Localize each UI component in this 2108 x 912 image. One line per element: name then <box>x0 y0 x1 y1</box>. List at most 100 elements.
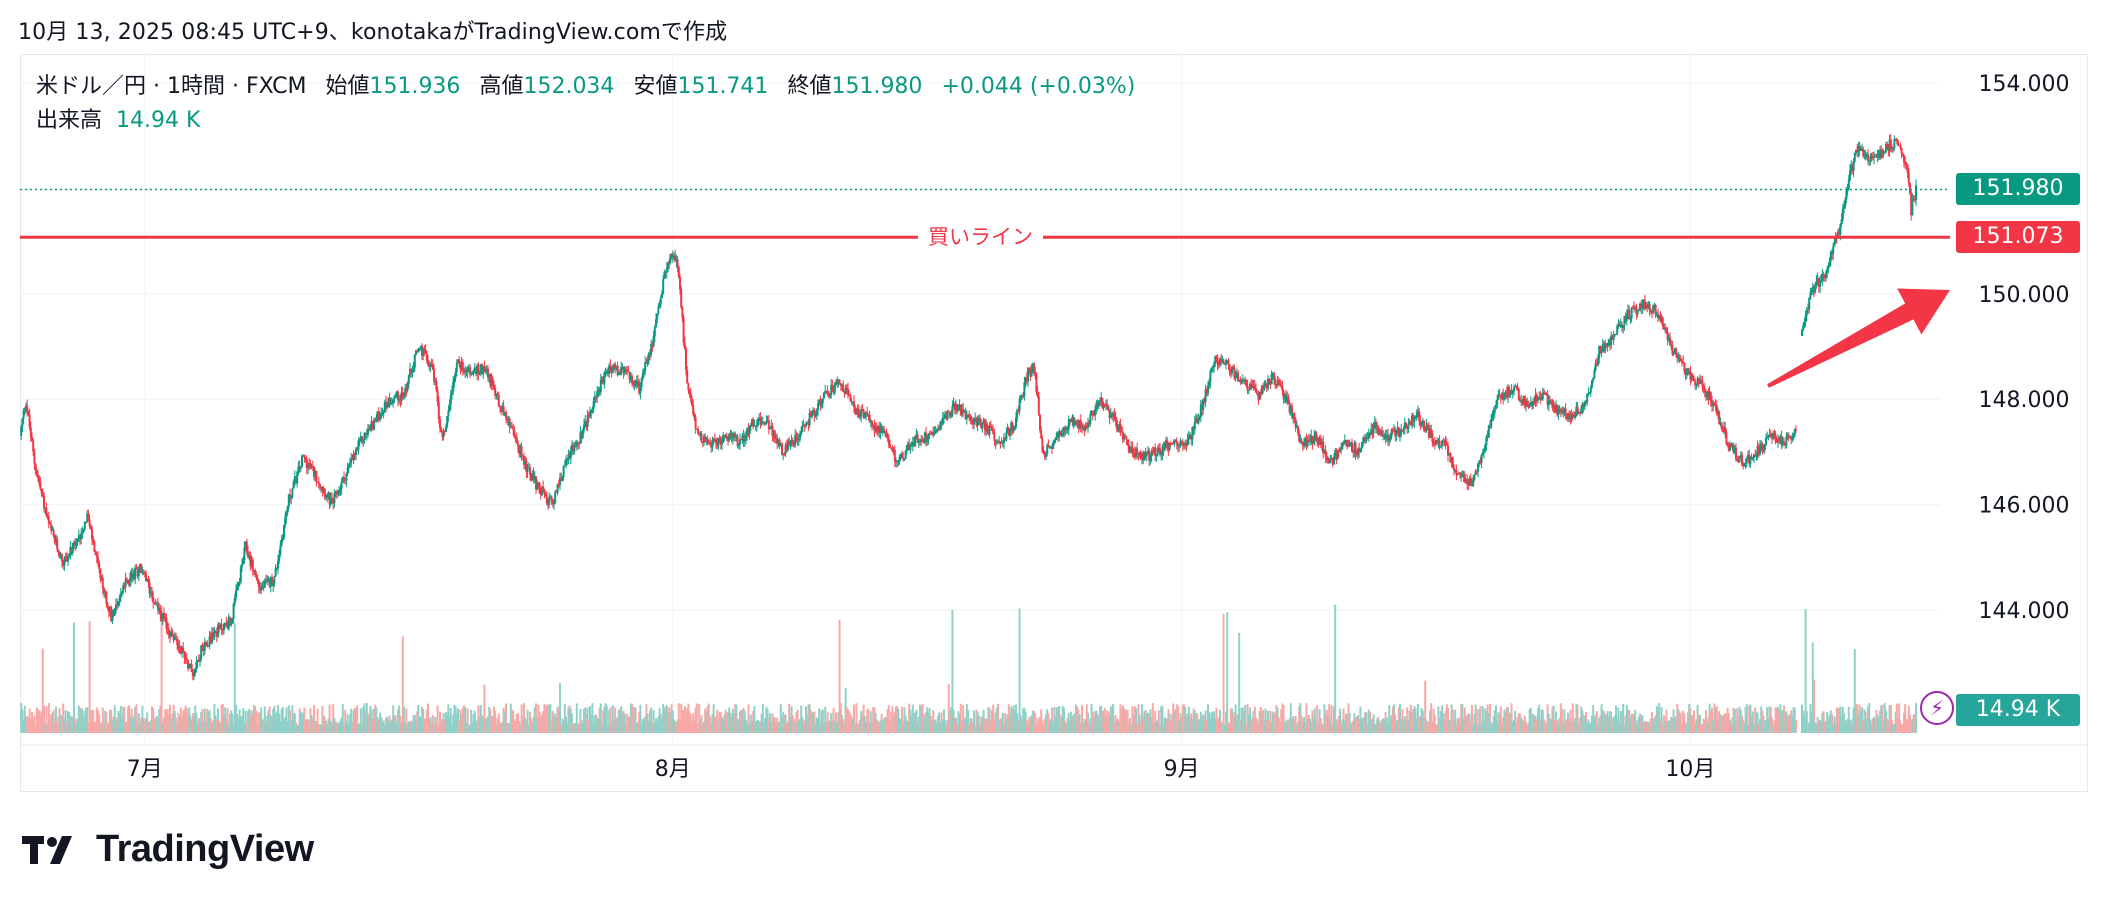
candle <box>595 396 597 398</box>
volume-bar <box>63 718 66 733</box>
candle <box>949 412 951 417</box>
candle <box>347 465 350 469</box>
volume-bar <box>850 716 853 733</box>
candle <box>123 585 126 587</box>
candle <box>1539 396 1542 401</box>
volume-bar <box>734 704 737 733</box>
volume-bar <box>1214 717 1217 733</box>
volume-bar <box>1078 714 1081 733</box>
volume-bar <box>1739 710 1742 733</box>
volume-bar <box>1832 724 1835 733</box>
candle <box>932 431 935 435</box>
volume-bar <box>1183 704 1185 733</box>
candle <box>608 365 611 374</box>
volume-bar <box>214 715 217 733</box>
symbol-label[interactable]: 米ドル／円 · 1時間 · FXCM <box>36 74 307 99</box>
lightning-icon[interactable]: ⚡ <box>1920 691 1954 725</box>
candle <box>988 426 991 435</box>
volume-bar <box>1444 711 1447 733</box>
volume-bar <box>851 718 854 733</box>
candle <box>865 412 867 415</box>
volume-bar <box>1153 722 1155 733</box>
volume-bar <box>271 716 273 733</box>
volume-bar <box>116 717 119 733</box>
candle <box>1606 343 1609 347</box>
volume-bar <box>1178 720 1181 733</box>
candle <box>1046 444 1049 454</box>
volume-bar <box>315 721 318 733</box>
volume-bar <box>79 707 81 733</box>
candle <box>662 278 665 294</box>
candle <box>381 412 384 414</box>
candle <box>399 399 402 401</box>
volume-bar <box>1069 720 1071 733</box>
candle <box>182 647 185 652</box>
volume-bar <box>46 724 49 733</box>
volume-bar <box>1228 723 1231 733</box>
candle <box>908 443 911 450</box>
candle <box>995 441 998 443</box>
volume-bar <box>1592 705 1595 733</box>
volume-bar <box>1508 712 1511 733</box>
candle <box>401 392 404 397</box>
volume-bar <box>1516 717 1519 733</box>
candle <box>464 371 467 373</box>
candle <box>1731 444 1734 448</box>
volume-bar <box>551 710 554 733</box>
volume-bar <box>945 723 948 733</box>
candle <box>1054 437 1057 440</box>
volume-bar <box>1625 704 1628 733</box>
volume-bar <box>1450 704 1453 733</box>
volume-bar <box>1280 709 1283 733</box>
volume-bar <box>1676 703 1679 733</box>
candle <box>901 453 903 458</box>
candle <box>940 421 943 425</box>
volume-bar <box>1394 714 1397 733</box>
volume-bar <box>112 716 115 733</box>
candle <box>730 433 733 439</box>
volume-bar <box>1859 710 1862 733</box>
volume-bar <box>1579 717 1581 733</box>
volume-bar <box>685 710 687 733</box>
volume-bar <box>1449 720 1452 733</box>
candle <box>212 632 215 638</box>
candle <box>441 431 444 437</box>
volume-bar <box>1455 724 1458 733</box>
candle <box>1899 145 1902 148</box>
candle <box>1315 431 1317 438</box>
volume-bar <box>1707 717 1710 733</box>
volume-bar <box>411 722 414 733</box>
volume-bar <box>1915 703 1917 733</box>
candle <box>503 412 506 416</box>
volume-bar <box>1815 724 1818 733</box>
volume-bar <box>1643 721 1646 733</box>
tradingview-logo[interactable]: TradingView <box>22 828 314 871</box>
candle <box>1301 442 1304 446</box>
volume-bar <box>459 709 462 733</box>
volume-bar <box>692 713 695 733</box>
candle <box>1749 457 1752 464</box>
candle <box>635 381 638 387</box>
time-axis[interactable]: 7月 8月 9月 10月 <box>127 757 1716 782</box>
volume-bar <box>445 712 447 733</box>
volume-bar <box>370 709 373 733</box>
volume-bar <box>652 710 655 733</box>
candle <box>934 431 937 433</box>
volume-bar <box>1111 706 1113 733</box>
candle <box>1588 392 1591 394</box>
volume-bar <box>1775 708 1778 733</box>
time-tick-label: 9月 <box>1164 757 1200 782</box>
candle <box>887 438 890 445</box>
candle <box>1220 358 1223 363</box>
candle <box>1411 415 1413 425</box>
volume-bar <box>179 707 182 733</box>
candle <box>465 369 468 372</box>
volume-bar <box>1299 703 1302 733</box>
candle <box>627 371 630 373</box>
volume-bar <box>1583 716 1586 733</box>
volume-bar <box>212 720 215 733</box>
buy-line-label[interactable]: 買いライン <box>918 222 1043 253</box>
candle <box>1083 426 1086 431</box>
